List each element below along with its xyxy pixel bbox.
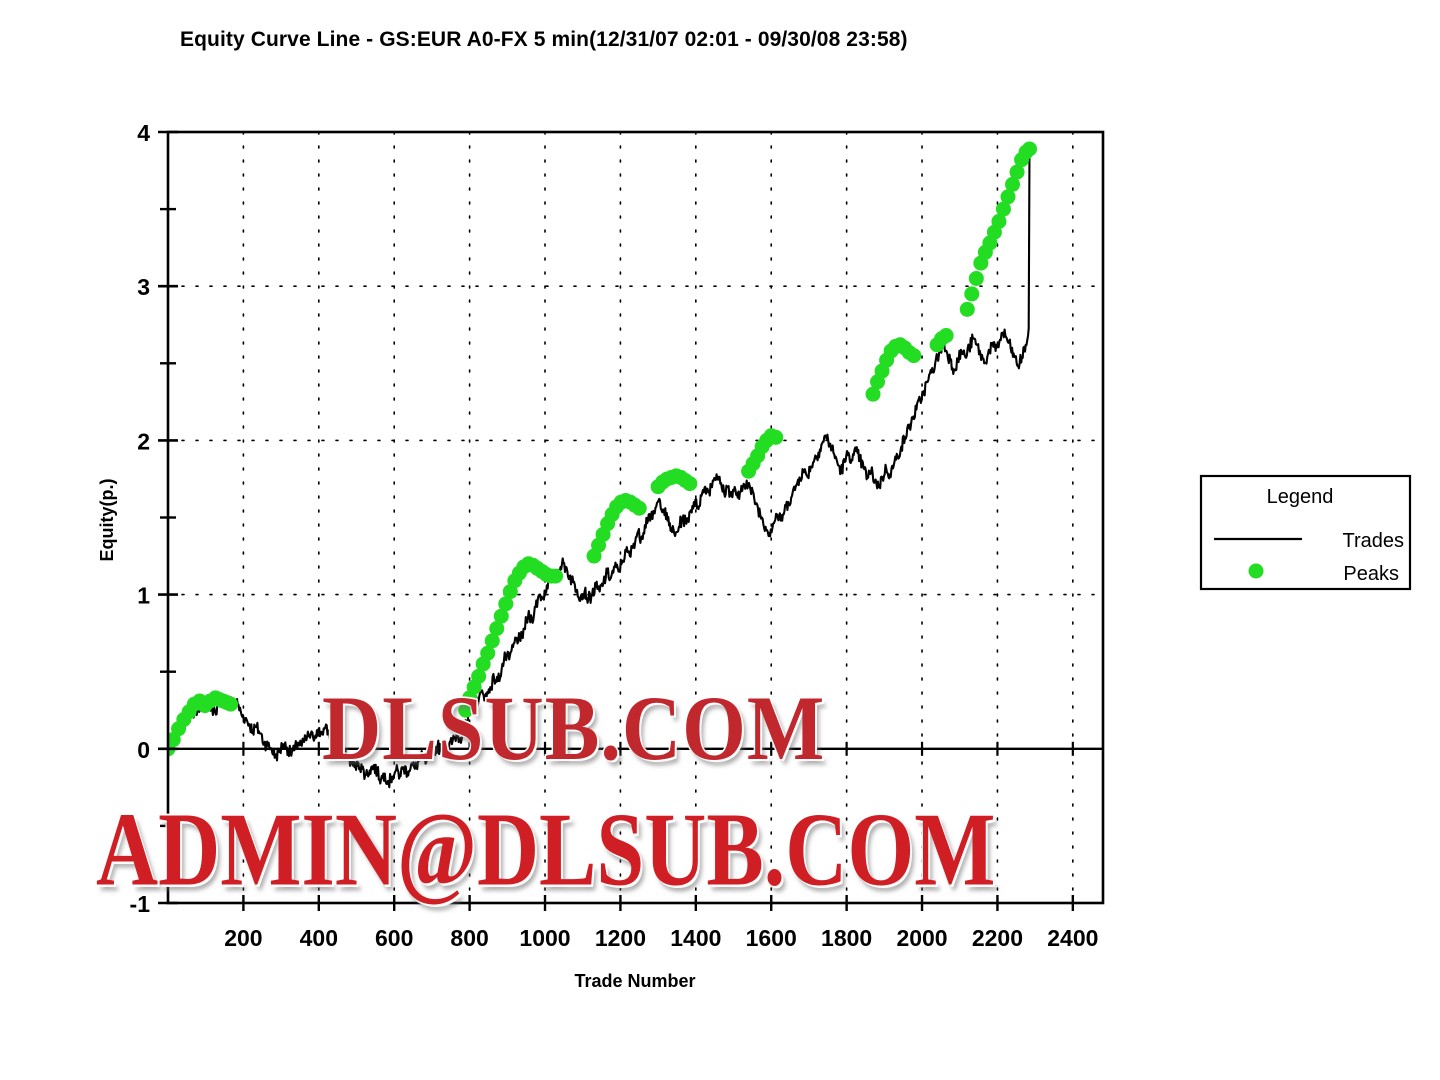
peak-marker bbox=[1005, 176, 1021, 192]
peak-marker bbox=[498, 596, 514, 612]
peak-marker bbox=[223, 696, 239, 712]
legend-label-trades: Trades bbox=[1342, 530, 1404, 552]
peak-marker bbox=[768, 429, 784, 445]
x-tick-label: 600 bbox=[375, 925, 413, 951]
x-tick-label: 1600 bbox=[746, 925, 797, 951]
legend-frame bbox=[1199, 474, 1412, 591]
x-tick-label: 200 bbox=[224, 925, 262, 951]
legend-title: Legend bbox=[1267, 486, 1334, 508]
peak-marker bbox=[906, 348, 922, 364]
y-tick-label: 4 bbox=[137, 120, 150, 146]
x-tick-label: 400 bbox=[300, 925, 338, 951]
trades-line bbox=[168, 147, 1031, 789]
x-tick-label: 1400 bbox=[670, 925, 721, 951]
peak-marker bbox=[1009, 164, 1025, 180]
x-tick-label: 2400 bbox=[1047, 925, 1098, 951]
legend-label-peaks: Peaks bbox=[1343, 563, 1399, 585]
peak-marker bbox=[938, 328, 954, 344]
peak-marker bbox=[959, 301, 975, 317]
peak-marker bbox=[480, 645, 496, 661]
legend-swatch-peaks-dot bbox=[1248, 563, 1264, 579]
peak-marker bbox=[548, 568, 564, 584]
chart-title: Equity Curve Line - GS:EUR A0-FX 5 min(1… bbox=[180, 28, 908, 51]
x-tick-label: 2200 bbox=[972, 925, 1023, 951]
peak-marker bbox=[682, 476, 698, 492]
peak-marker bbox=[489, 621, 505, 637]
legend: Legend Trades Peaks bbox=[1199, 474, 1412, 591]
series-layer bbox=[168, 141, 1037, 789]
peak-marker bbox=[1021, 141, 1037, 157]
plot-frame bbox=[166, 130, 1105, 905]
y-tick-label: 3 bbox=[137, 274, 150, 300]
peak-marker bbox=[1000, 189, 1016, 205]
x-tick-label: 1000 bbox=[519, 925, 570, 951]
x-tick-label: 1800 bbox=[821, 925, 872, 951]
y-tick-label: 2 bbox=[137, 428, 150, 454]
y-axis-title: Equity(p.) bbox=[97, 479, 117, 562]
y-tick-label: -1 bbox=[130, 891, 151, 917]
peak-marker bbox=[995, 201, 1011, 217]
peak-marker bbox=[865, 386, 881, 402]
x-tick-label: 800 bbox=[450, 925, 488, 951]
peak-marker bbox=[493, 608, 509, 624]
y-tick-label: 0 bbox=[137, 737, 150, 763]
peak-marker bbox=[471, 668, 487, 684]
peak-marker bbox=[631, 500, 647, 516]
x-tick-label: 2000 bbox=[896, 925, 947, 951]
peak-marker bbox=[458, 702, 474, 718]
tick-labels: -1 0 1 2 3 4 200 400 600 800 1000 1200 1400 1600 1800 2… bbox=[130, 120, 1099, 951]
peak-marker bbox=[484, 633, 500, 649]
x-axis-title: Trade Number bbox=[574, 971, 695, 991]
peak-marker bbox=[964, 286, 980, 302]
peak-marker bbox=[991, 213, 1007, 229]
y-tick-label: 1 bbox=[137, 583, 150, 609]
gridlines bbox=[167, 131, 1104, 904]
peak-marker bbox=[968, 270, 984, 286]
peaks-markers bbox=[168, 141, 1037, 757]
x-tick-label: 1200 bbox=[595, 925, 646, 951]
axes bbox=[158, 130, 1105, 911]
